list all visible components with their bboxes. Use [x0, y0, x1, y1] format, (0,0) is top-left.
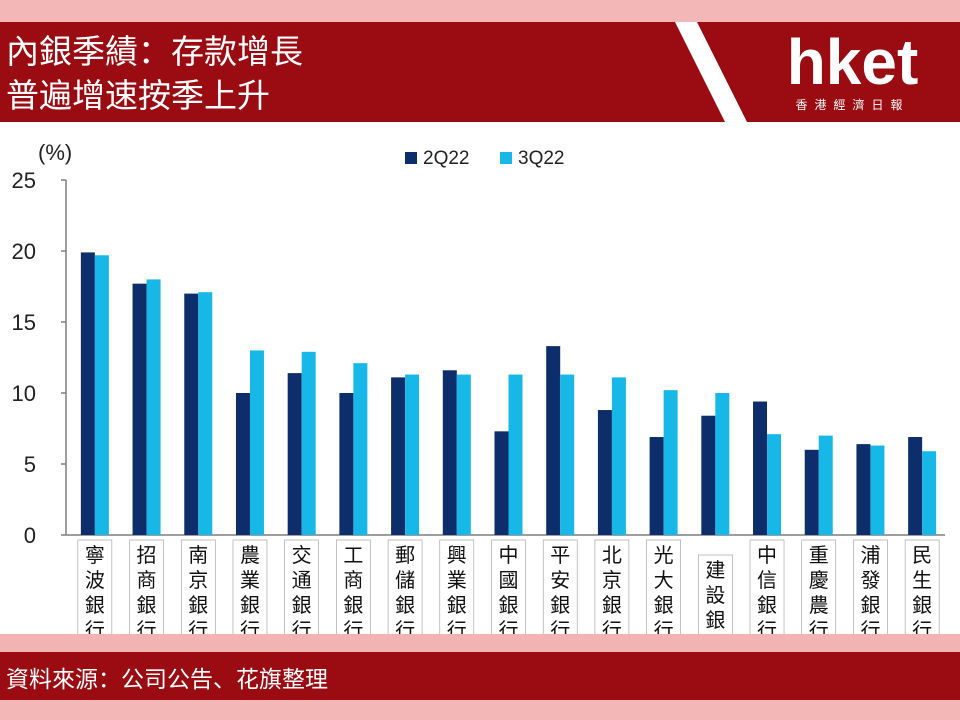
bar-2Q22: [494, 431, 509, 535]
category-label-box: [284, 539, 319, 634]
category-label: 招商銀行: [137, 543, 157, 634]
bar-3Q22: [818, 435, 833, 535]
bar-2Q22: [908, 437, 923, 535]
category-label: 光大銀行: [654, 543, 674, 634]
bar-2Q22: [597, 410, 612, 535]
bar-3Q22: [146, 279, 161, 535]
y-unit-label: (%): [38, 140, 72, 165]
category-label: 浦發銀行: [860, 543, 880, 634]
category-label: 農業銀行: [240, 543, 260, 634]
category-label: 北京銀行: [602, 543, 622, 634]
category-label: 民生銀行: [912, 543, 932, 634]
bar-3Q22: [611, 377, 626, 535]
legend-label: 3Q22: [518, 148, 564, 169]
bar-2Q22: [804, 449, 819, 535]
bar-3Q22: [560, 374, 575, 535]
category-label-box: [491, 539, 526, 634]
bar-3Q22: [767, 434, 782, 535]
category-label: 建設銀行: [705, 558, 725, 634]
category-label-box: [801, 539, 837, 634]
top-strip: [0, 0, 960, 22]
bar-3Q22: [922, 451, 937, 535]
category-label: 中信銀行: [757, 543, 777, 634]
deposit-growth-chart: 0 5 10 15 20 25(%) 2Q22 3Q22 寧波銀行 招商銀行 南京銀行 農業銀行 交通銀…: [12, 140, 945, 634]
category-label-box: [439, 539, 475, 634]
bar-3Q22: [870, 445, 885, 535]
bar-3Q22: [663, 390, 678, 535]
bar-3Q22: [353, 363, 368, 535]
bar-3Q22: [456, 374, 471, 535]
category-label: 工商銀行: [343, 543, 363, 634]
category-label-box: [646, 539, 681, 634]
hket-logo-subtitle: 香港經濟日報: [795, 98, 910, 112]
bar-2Q22: [391, 377, 406, 535]
bar-3Q22: [405, 374, 420, 535]
bar-2Q22: [339, 393, 354, 535]
category-label-box: [904, 539, 940, 634]
category-label-box: [698, 554, 733, 634]
category-label-box: [749, 539, 785, 634]
category-label-box: [542, 539, 578, 634]
bar-3Q22: [198, 292, 213, 535]
pink-band: [0, 634, 960, 652]
y-tick-label: 5: [24, 452, 36, 477]
y-tick-label: 20: [12, 239, 36, 264]
category-label-box: [129, 539, 164, 634]
y-tick-label: 10: [12, 381, 36, 406]
category-label-box: [387, 539, 423, 634]
category-label: 興業銀行: [447, 543, 467, 634]
category-label-box: [853, 539, 888, 634]
category-label: 寧波銀行: [85, 543, 105, 634]
legend-swatch: [500, 152, 512, 164]
bottom-strip: [0, 700, 960, 720]
category-label-box: [594, 539, 630, 634]
legend-label: 2Q22: [423, 148, 469, 169]
category-label-box: [232, 539, 268, 634]
category-label-box: [77, 539, 113, 634]
bar-2Q22: [287, 373, 302, 535]
bar-3Q22: [301, 351, 316, 535]
bar-2Q22: [132, 283, 147, 535]
bar-2Q22: [546, 346, 561, 535]
y-tick-label: 0: [24, 523, 36, 548]
bar-2Q22: [701, 415, 716, 535]
footer-band: [0, 652, 960, 700]
bar-2Q22: [856, 444, 871, 535]
y-tick-label: 15: [12, 310, 36, 335]
title-line-1: 內銀季績：存款增長: [6, 32, 303, 71]
y-tick-label: 25: [12, 168, 36, 193]
bar-2Q22: [753, 401, 768, 535]
category-label-box: [180, 539, 216, 634]
bar-2Q22: [184, 293, 199, 535]
title-line-2: 普遍增速按季上升: [6, 76, 270, 115]
category-label: 郵儲銀行: [395, 543, 415, 634]
legend-swatch: [405, 152, 417, 164]
category-label-box: [336, 539, 371, 634]
category-label: 重慶農行: [809, 543, 829, 634]
source-note: 資料來源：公司公告、花旗整理: [6, 667, 328, 693]
bar-2Q22: [649, 437, 664, 535]
bar-2Q22: [235, 393, 250, 535]
bar-3Q22: [715, 393, 730, 535]
logo-panel: [675, 22, 960, 122]
bar-3Q22: [249, 350, 264, 535]
category-label: 平安銀行: [550, 543, 570, 634]
category-label: 中國銀行: [499, 543, 519, 634]
category-label: 南京銀行: [188, 543, 208, 634]
bar-2Q22: [442, 370, 457, 535]
bar-3Q22: [508, 374, 523, 535]
bar-3Q22: [94, 255, 109, 535]
category-label: 交通銀行: [292, 543, 312, 634]
bar-2Q22: [80, 252, 95, 536]
hket-logo: hket: [786, 26, 919, 98]
